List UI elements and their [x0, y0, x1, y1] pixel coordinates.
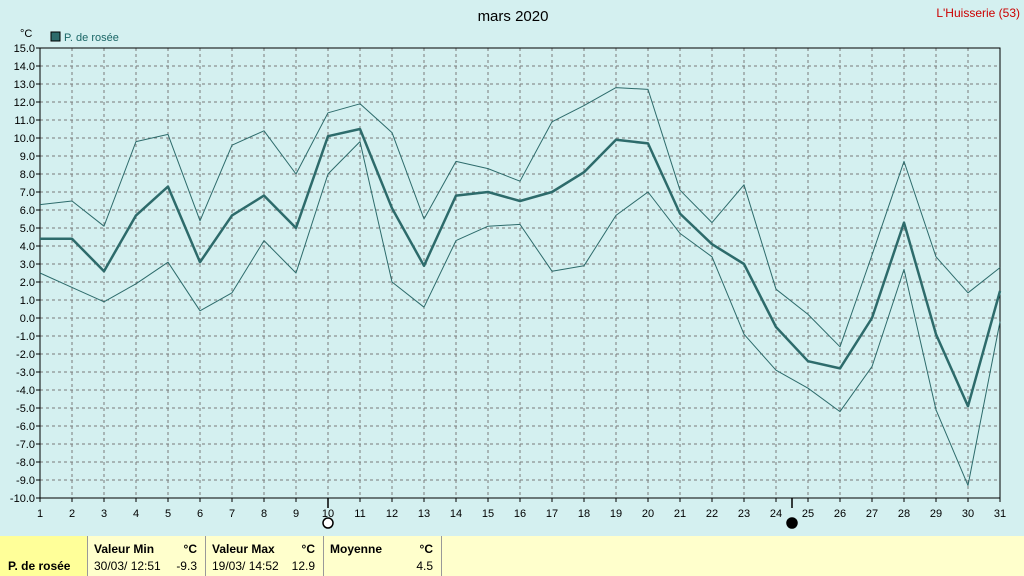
y-tick-label: -9.0	[16, 475, 35, 487]
x-tick-label: 18	[578, 508, 590, 520]
stat-max: Valeur Max °C 19/03/ 14:52 12.9	[206, 536, 324, 576]
x-tick-label: 20	[642, 508, 654, 520]
x-tick-label: 8	[261, 508, 267, 520]
x-tick-label: 7	[229, 508, 235, 520]
stat-max-value: 12.9	[291, 559, 315, 573]
x-tick-label: 10	[322, 508, 334, 520]
x-tick-label: 29	[930, 508, 942, 520]
x-tick-label: 21	[674, 508, 686, 520]
x-tick-label: 15	[482, 508, 494, 520]
y-axis-unit: °C	[20, 28, 32, 40]
stat-avg-unit: °C	[419, 542, 433, 556]
x-tick-label: 30	[962, 508, 974, 520]
stat-min-unit: °C	[183, 542, 197, 556]
station-name: L'Huisserie (53)	[936, 6, 1020, 20]
x-tick-label: 16	[514, 508, 526, 520]
stat-min-header: Valeur Min	[94, 542, 155, 556]
stat-min-value: -9.3	[176, 559, 197, 573]
x-tick-label: 25	[802, 508, 814, 520]
y-tick-label: -1.0	[16, 331, 35, 343]
x-tick-label: 4	[133, 508, 139, 520]
x-tick-label: 22	[706, 508, 718, 520]
legend-label: P. de rosée	[64, 32, 119, 44]
chart-title: mars 2020	[478, 8, 549, 25]
full-moon-icon	[322, 517, 334, 529]
y-tick-label: -7.0	[16, 439, 35, 451]
x-tick-label: 9	[293, 508, 299, 520]
stat-max-unit: °C	[301, 542, 315, 556]
y-tick-label: 12.0	[14, 97, 35, 109]
stat-max-date: 19/03/ 14:52	[212, 559, 279, 573]
x-tick-label: 1	[37, 508, 43, 520]
stat-avg: Moyenne °C 4.5	[324, 536, 442, 576]
y-tick-label: 13.0	[14, 79, 35, 91]
x-tick-label: 11	[354, 508, 365, 520]
x-tick-labels: 1 2 3 4 5 6 7 8 9 10 11 12 13 14 15 16 17 18 19 20 21 22 23 24 2…	[37, 508, 1006, 520]
x-tick-label: 24	[770, 508, 782, 520]
stats-row-label-text: P. de rosée	[8, 559, 71, 573]
x-tick-label: 27	[866, 508, 878, 520]
y-tick-label: 4.0	[20, 241, 35, 253]
series	[39, 87, 1002, 486]
y-tick-label: 3.0	[20, 259, 35, 271]
stat-avg-header: Moyenne	[330, 542, 383, 556]
y-tick-label: -8.0	[16, 457, 35, 469]
y-tick-label: -4.0	[16, 385, 35, 397]
y-tick-label: -6.0	[16, 421, 35, 433]
y-tick-label: 7.0	[20, 187, 35, 199]
x-tick-label: 3	[101, 508, 107, 520]
y-tick-label: -2.0	[16, 349, 35, 361]
y-tick-label: 0.0	[20, 313, 35, 325]
y-tick-label: 11.0	[14, 115, 35, 127]
y-tick-label: -5.0	[16, 403, 35, 415]
grid	[40, 48, 1000, 498]
stat-min-date: 30/03/ 12:51	[94, 559, 161, 573]
y-tick-label: 1.0	[20, 295, 35, 307]
x-tick-label: 12	[386, 508, 398, 520]
y-tick-label: 2.0	[20, 277, 35, 289]
stats-row-label: P. de rosée	[0, 536, 88, 576]
y-tick-label: 10.0	[14, 133, 35, 145]
x-tick-label: 28	[898, 508, 910, 520]
y-tick-label: 8.0	[20, 169, 35, 181]
y-tick-label: 6.0	[20, 205, 35, 217]
stat-avg-value: 4.5	[416, 559, 433, 573]
new-moon-icon	[786, 517, 798, 529]
x-tick-label: 19	[610, 508, 622, 520]
stat-min: Valeur Min °C 30/03/ 12:51 -9.3	[88, 536, 206, 576]
series-line-min	[39, 141, 1001, 486]
legend-swatch	[50, 31, 61, 42]
axes	[36, 47, 1001, 502]
y-tick-label: 14.0	[14, 61, 35, 73]
y-tick-label: 9.0	[20, 151, 35, 163]
x-tick-label: 13	[418, 508, 430, 520]
x-tick-label: 14	[450, 508, 462, 520]
y-tick-labels: 15.0 14.0 13.0 12.0 11.0 10.0 9.0 8.0 7.0 6.0 5.0 4…	[10, 43, 35, 505]
y-tick-label: 5.0	[20, 223, 35, 235]
stats-filler	[442, 536, 1024, 576]
x-tick-label: 31	[994, 508, 1006, 520]
y-tick-label: -3.0	[16, 367, 35, 379]
x-tick-label: 6	[197, 508, 203, 520]
stat-max-header: Valeur Max	[212, 542, 275, 556]
series-line-max	[39, 87, 1001, 348]
series-line-mean	[40, 127, 1002, 408]
moon-markers	[322, 498, 798, 529]
dew-point-chart: mars 2020 L'Huisserie (53) °C P. de rosé…	[10, 6, 1020, 529]
x-tick-label: 17	[546, 508, 558, 520]
x-tick-label: 2	[69, 508, 75, 520]
x-tick-label: 26	[834, 508, 846, 520]
x-tick-label: 5	[165, 508, 171, 520]
x-tick-label: 23	[738, 508, 750, 520]
y-tick-label: -10.0	[10, 493, 35, 505]
y-tick-label: 15.0	[14, 43, 35, 55]
stats-bar: P. de rosée Valeur Min °C 30/03/ 12:51 -…	[0, 536, 1024, 576]
